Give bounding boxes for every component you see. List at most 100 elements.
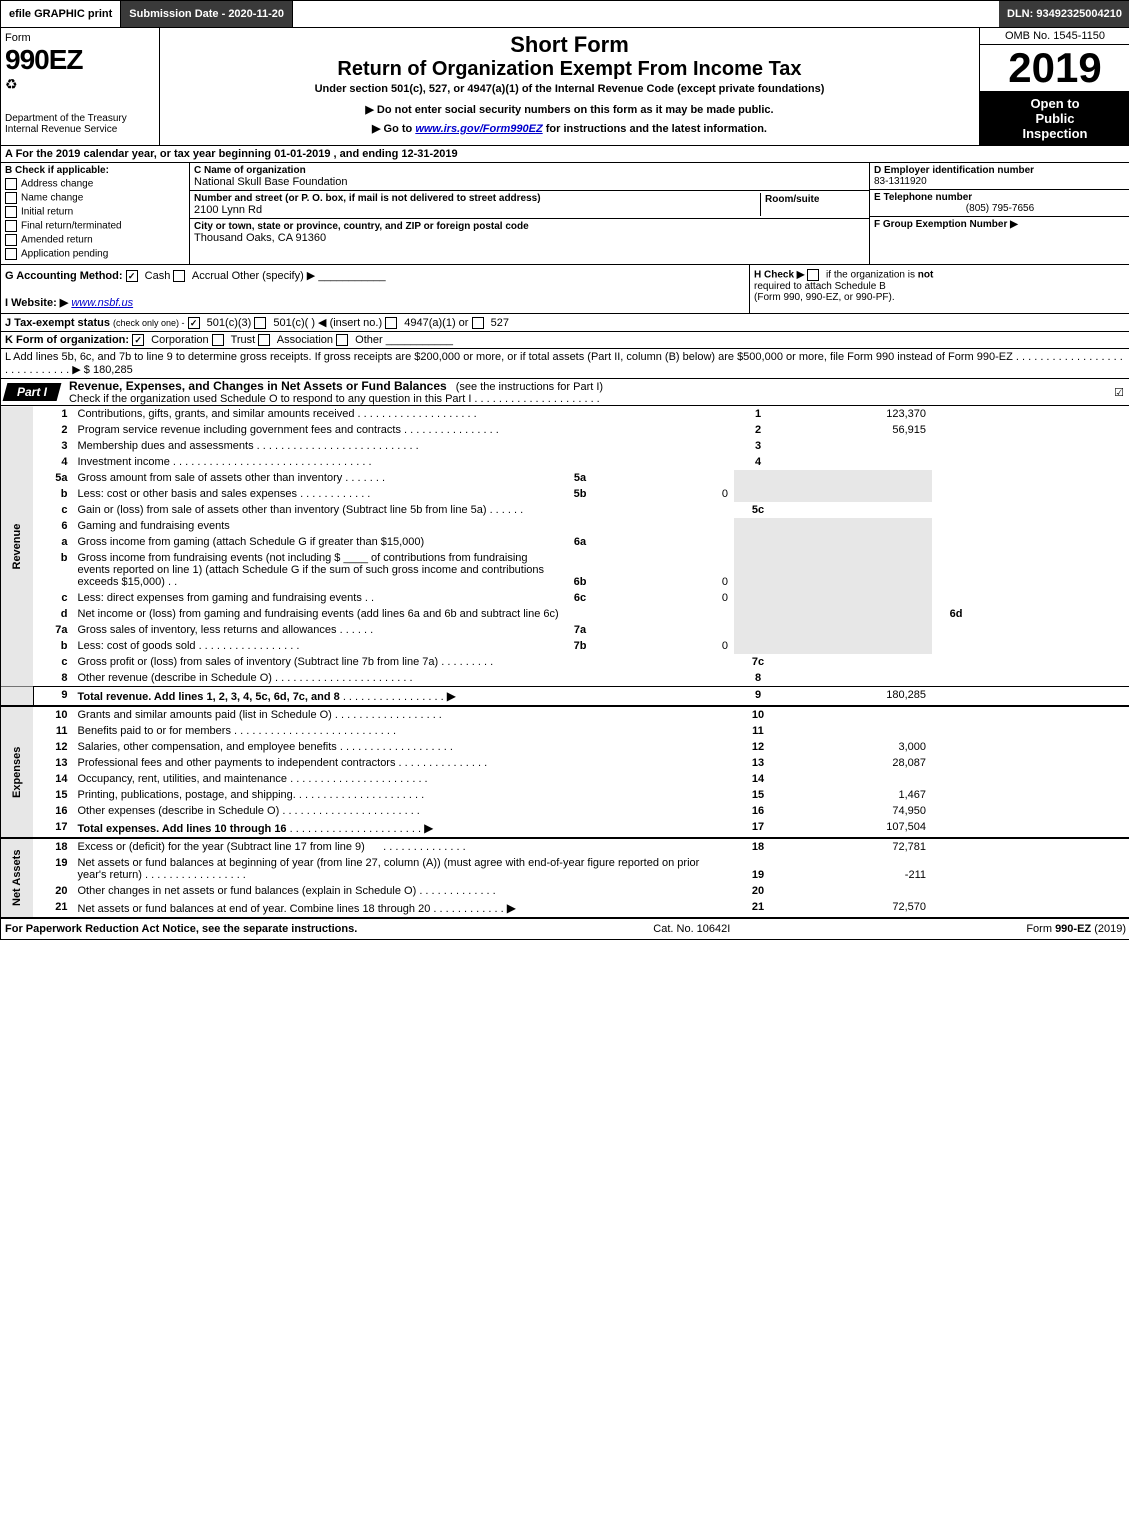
section-f: F Group Exemption Number ▶ (870, 217, 1129, 264)
l6c-sv: 0 (604, 590, 734, 606)
l5ab-shade-val (782, 470, 932, 502)
short-form-title: Short Form (164, 32, 975, 58)
l15-num: 15 (33, 787, 74, 803)
checkbox-amended[interactable] (5, 234, 17, 246)
checkbox-527[interactable] (472, 317, 484, 329)
chk-label-address: Address change (21, 179, 93, 190)
l14-cn: 14 (734, 771, 782, 787)
j-opt1: 501(c)(3) (207, 317, 252, 329)
l9-arrow: ▶ (447, 689, 456, 703)
checkbox-4947[interactable] (385, 317, 397, 329)
line-17: 17 Total expenses. Add lines 10 through … (1, 819, 1129, 838)
line-12: 12 Salaries, other compensation, and emp… (1, 739, 1129, 755)
checkbox-address[interactable] (5, 178, 17, 190)
l6-num: 6 (33, 518, 74, 534)
checkbox-trust[interactable] (212, 334, 224, 346)
group-exemption-label: F Group Exemption Number ▶ (874, 219, 1126, 230)
city-cell: City or town, state or province, country… (190, 219, 869, 264)
submission-date-button[interactable]: Submission Date - 2020-11-20 (121, 1, 293, 27)
l6b-desc1: Gross income from fundraising events (no… (78, 552, 341, 564)
checkbox-pending[interactable] (5, 248, 17, 260)
l8-num: 8 (33, 670, 74, 687)
l13-num: 13 (33, 755, 74, 771)
l21-val: 72,570 (782, 899, 932, 918)
irs-link[interactable]: www.irs.gov/Form990EZ (415, 123, 542, 135)
checkbox-h[interactable] (807, 269, 819, 281)
footer-right: Form 990-EZ (2019) (1026, 923, 1126, 935)
checkbox-cash[interactable]: ✓ (126, 270, 138, 282)
j-label: J Tax-exempt status (5, 317, 110, 329)
l7c-desc: Gross profit or (loss) from sales of inv… (78, 656, 439, 668)
l7a-sv (604, 622, 734, 638)
l7a-desc: Gross sales of inventory, less returns a… (78, 624, 337, 636)
h-text1: if the organization is (826, 270, 918, 281)
footer-right-pre: Form (1026, 923, 1055, 935)
side-net-assets: Net Assets (1, 838, 33, 918)
footer-left: For Paperwork Reduction Act Notice, see … (5, 923, 357, 935)
l20-val (782, 883, 932, 899)
line-1: Revenue 1 Contributions, gifts, grants, … (1, 406, 1129, 422)
l1-num: 1 (33, 406, 74, 422)
main-title: Return of Organization Exempt From Incom… (164, 58, 975, 81)
l17-desc: Total expenses. Add lines 10 through 16 (78, 823, 287, 835)
checkbox-name[interactable] (5, 192, 17, 204)
l6a-desc: Gross income from gaming (attach Schedul… (78, 536, 425, 548)
efile-print-button[interactable]: efile GRAPHIC print (1, 1, 121, 27)
l7b-desc: Less: cost of goods sold (78, 640, 196, 652)
checkbox-assoc[interactable] (258, 334, 270, 346)
l16-num: 16 (33, 803, 74, 819)
l5a-sv (604, 470, 734, 486)
l10-cn: 10 (734, 706, 782, 723)
line-8-9: 8 Other revenue (describe in Schedule O)… (1, 670, 1129, 687)
open-line1: Open to (1030, 96, 1079, 111)
part1-checkbox[interactable]: ☑ (1114, 386, 1129, 399)
l19-desc: Net assets or fund balances at beginning… (78, 857, 700, 881)
checkbox-501c3[interactable]: ✓ (188, 317, 200, 329)
l6c-num: c (33, 590, 74, 606)
entity-block: B Check if applicable: Address change Na… (1, 163, 1129, 265)
side-expenses: Expenses (1, 706, 33, 838)
website-link[interactable]: www.nsbf.us (71, 297, 133, 309)
l12-cn: 12 (734, 739, 782, 755)
section-e: E Telephone number (805) 795-7656 (870, 190, 1129, 217)
l5c-num: c (33, 502, 74, 518)
checkbox-final[interactable] (5, 220, 17, 232)
chk-amended: Amended return (5, 234, 185, 246)
form-word: Form (5, 32, 155, 44)
line-6d: d Net income or (loss) from gaming and f… (1, 606, 1129, 622)
line-6b: b Gross income from fundraising events (… (1, 550, 1129, 590)
l21-cn: 21 (734, 899, 782, 918)
form-page: efile GRAPHIC print Submission Date - 20… (0, 0, 1129, 940)
form-number: 990EZ (5, 44, 155, 76)
section-c: C Name of organization National Skull Ba… (190, 163, 869, 264)
section-subtitle: Under section 501(c), 527, or 4947(a)(1)… (164, 83, 975, 95)
l-amount: 180,285 (93, 364, 133, 376)
h-label: H Check ▶ (754, 270, 804, 281)
l9-cn: 9 (734, 687, 782, 707)
footer-right-bold: 990-EZ (1055, 923, 1091, 935)
section-j: J Tax-exempt status (check only one) - ✓… (1, 314, 1129, 332)
chk-label-amended: Amended return (21, 235, 93, 246)
goto-post: for instructions and the latest informat… (543, 123, 767, 135)
l11-val (782, 723, 932, 739)
section-h: H Check ▶ if the organization is not req… (749, 265, 1129, 313)
open-line2: Public (1035, 111, 1074, 126)
checkbox-accrual[interactable] (173, 270, 185, 282)
l12-num: 12 (33, 739, 74, 755)
g-other: Other (specify) ▶ (232, 270, 316, 282)
l1-val: 123,370 (782, 406, 932, 422)
l6b-num: b (33, 550, 74, 590)
l10-val (782, 706, 932, 723)
dln-label: DLN: 93492325004210 (999, 1, 1129, 27)
l16-desc: Other expenses (describe in Schedule O) (78, 805, 280, 817)
checkbox-501c[interactable] (254, 317, 266, 329)
g-cash: Cash (145, 270, 171, 282)
phone-value: (805) 795-7656 (874, 203, 1126, 214)
checkbox-corp[interactable]: ✓ (132, 334, 144, 346)
city-label: City or town, state or province, country… (194, 221, 865, 232)
checkbox-initial[interactable] (5, 206, 17, 218)
section-g-i: G Accounting Method: ✓ Cash Accrual Othe… (1, 265, 749, 313)
l-arrow: ▶ $ (72, 364, 90, 376)
l17-arrow: ▶ (424, 821, 433, 835)
checkbox-other-org[interactable] (336, 334, 348, 346)
